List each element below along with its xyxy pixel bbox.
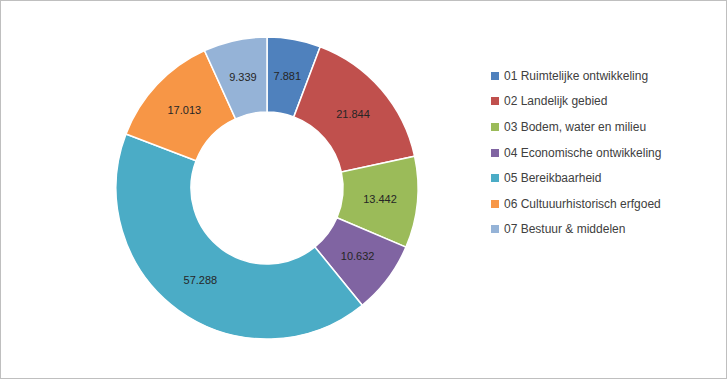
svg-text:7.881: 7.881	[274, 70, 302, 82]
svg-text:17.013: 17.013	[168, 104, 202, 116]
html-text:04 Economische ontwikkeling: 04 Economische ontwikkeling	[504, 145, 662, 160]
html-text:02 Landelijk gebied: 02 Landelijk gebied	[504, 94, 608, 109]
html-text:06 Cultuuurhistorisch erfgoed: 06 Cultuuurhistorisch erfgoed	[504, 196, 661, 211]
svg-text:13.442: 13.442	[363, 193, 397, 205]
svg-text:10.632: 10.632	[341, 250, 375, 262]
html-text:03 Bodem, water en milieu: 03 Bodem, water en milieu	[504, 120, 647, 134]
svg-text:9.339: 9.339	[229, 71, 257, 83]
html-text:05 Bereikbaarheid: 05 Bereikbaarheid	[504, 171, 602, 186]
html-text:07 Bestuur & middelen: 07 Bestuur & middelen	[504, 222, 626, 237]
svg-text:21.844: 21.844	[336, 108, 370, 120]
svg-text:57.288: 57.288	[184, 274, 218, 286]
html-text:01 Ruimtelijke ontwikkeling: 01 Ruimtelijke ontwikkeling	[504, 68, 649, 83]
